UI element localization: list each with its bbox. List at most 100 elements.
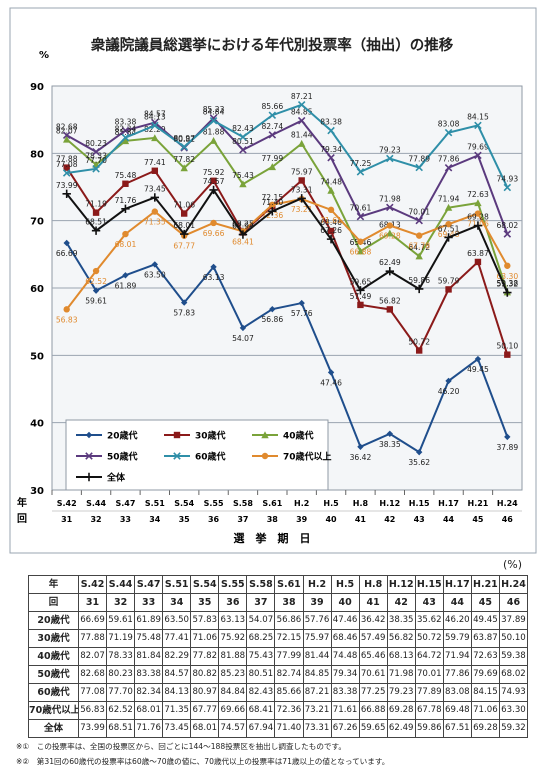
data-label: 56.86 (261, 315, 283, 324)
table-row: 全体 73.99 68.51 71.76 73.45 68.01 74.57 67.94 71.… (28, 719, 529, 738)
table-cell: 38.35 (386, 611, 416, 630)
data-point (173, 452, 181, 460)
x-tick-label-round: 44 (443, 515, 455, 524)
data-point (91, 226, 101, 235)
table-header-round: 42 (386, 593, 416, 612)
table-cell: 79.69 (470, 665, 500, 684)
data-table: 年 S.42 S.44 S.47 S.51 S.54 S.55 S.58 S.61 H.2 H.5 H… (28, 575, 529, 738)
data-label: 79.23 (379, 146, 401, 155)
table-cell: 77.08 (77, 683, 108, 702)
data-label: 49.45 (467, 365, 489, 374)
table-cell: 72.63 (470, 647, 500, 666)
data-point (297, 139, 306, 147)
table-row: 70歳代以上 56.83 62.52 68.01 71.35 67.77 69.66 68.4… (28, 701, 529, 720)
data-point (297, 194, 306, 203)
table-cell: 56.86 (274, 611, 304, 630)
x-tick-label-round: 45 (472, 515, 484, 524)
x-tick-label-round: 39 (296, 515, 308, 524)
table-row: 30歳代 77.88 71.19 75.48 77.41 71.06 75.92 68.25 7… (28, 629, 529, 648)
data-point (63, 306, 70, 313)
data-label: 37.89 (496, 443, 518, 452)
table-cell: 77.25 (358, 683, 388, 702)
data-point (356, 286, 365, 295)
x-tick-label-round: 43 (414, 515, 425, 524)
data-label: 82.68 (56, 122, 78, 131)
data-point (261, 431, 269, 439)
table-header-year: S.51 (162, 575, 192, 594)
table-cell: 56.83 (77, 701, 108, 720)
data-point (150, 193, 160, 202)
table-header-round: 33 (134, 593, 164, 612)
table-cell: 67.51 (442, 719, 472, 738)
data-label: 56.83 (56, 315, 78, 324)
table-cell: 59.79 (442, 629, 472, 648)
data-point (444, 163, 453, 172)
data-label: 83.08 (438, 120, 460, 129)
x-tick-label-year: S.51 (145, 499, 165, 508)
data-label: 69.28 (379, 232, 401, 241)
x-axis-title: 選 挙 期 日 (234, 531, 311, 545)
table-cell: 71.40 (274, 719, 304, 738)
table-cell: 68.25 (246, 629, 276, 648)
footnote-1: ※① この投票率は、全国の投票区から、回ごとに144～188投票区を抽出し調査し… (16, 742, 346, 751)
table-cell: 77.99 (274, 647, 304, 666)
table-header-round-row: 回 31 32 33 34 35 36 37 38 39 40 41 42 43 44 45 46 (28, 593, 529, 612)
table-cell: 71.94 (442, 647, 472, 666)
data-label: 80.51 (232, 137, 254, 146)
table-cell: 46.20 (442, 611, 472, 630)
x-tick-label-year: S.54 (174, 499, 194, 508)
table-cell: 84.57 (162, 665, 192, 684)
data-label: 79.34 (320, 145, 342, 154)
data-label: 82.29 (144, 125, 166, 134)
legend-label: 20歳代 (107, 430, 138, 442)
table-cell: 59.86 (414, 719, 444, 738)
data-point (356, 212, 365, 221)
table-cell: 68.13 (386, 647, 416, 666)
table-cell: 35.62 (414, 611, 444, 630)
table-header-round: 35 (190, 593, 220, 612)
data-label: 62.49 (379, 258, 401, 267)
table-header-round-label: 回 (28, 593, 79, 612)
data-label: 68.51 (85, 218, 107, 227)
data-label: 78.33 (85, 152, 107, 161)
x-tick-label-year: H.17 (438, 499, 459, 508)
data-label: 67.94 (232, 222, 254, 231)
legend-label: 60歳代 (195, 451, 226, 463)
data-point (357, 301, 364, 309)
data-label: 73.31 (291, 185, 313, 194)
table-cell: 77.88 (77, 629, 108, 648)
y-unit-label: % (39, 50, 49, 61)
data-label: 82.07 (56, 126, 78, 135)
table-cell: 73.45 (162, 719, 192, 738)
table-cell: 65.46 (358, 647, 388, 666)
legend-item: 70歳代以上 (252, 451, 332, 463)
series-line (65, 242, 509, 454)
table-cell: 83.38 (134, 665, 164, 684)
data-point (63, 164, 70, 171)
series-全体: 73.99 68.51 71.76 73.45 68.01 74.57 67.94 71.40… (56, 177, 518, 297)
table-cell: 68.01 (190, 719, 220, 738)
table-header-round: 34 (162, 593, 192, 612)
data-point (444, 203, 453, 211)
data-point (474, 151, 482, 160)
x-tick-label-round: 33 (120, 515, 131, 524)
data-point (239, 324, 247, 332)
series-20歳代: 66.69 59.61 61.89 63.50 57.83 63.13 54.07 56.86… (56, 239, 518, 467)
data-point (85, 431, 93, 439)
data-point (415, 252, 423, 260)
data-point (151, 167, 159, 174)
table-row-label: 20歳代 (28, 611, 79, 630)
table-cell: 68.51 (106, 719, 136, 738)
data-point (269, 305, 276, 313)
data-label: 85.23 (203, 105, 225, 114)
table-header-round: 36 (218, 593, 248, 612)
data-point (92, 287, 100, 294)
data-point (503, 288, 512, 297)
data-label: 73.45 (144, 184, 166, 193)
data-label: 46.20 (438, 387, 460, 396)
data-point (445, 286, 452, 293)
table-cell: 67.78 (414, 701, 444, 720)
data-point (210, 177, 217, 185)
table-cell: 67.77 (190, 701, 220, 720)
